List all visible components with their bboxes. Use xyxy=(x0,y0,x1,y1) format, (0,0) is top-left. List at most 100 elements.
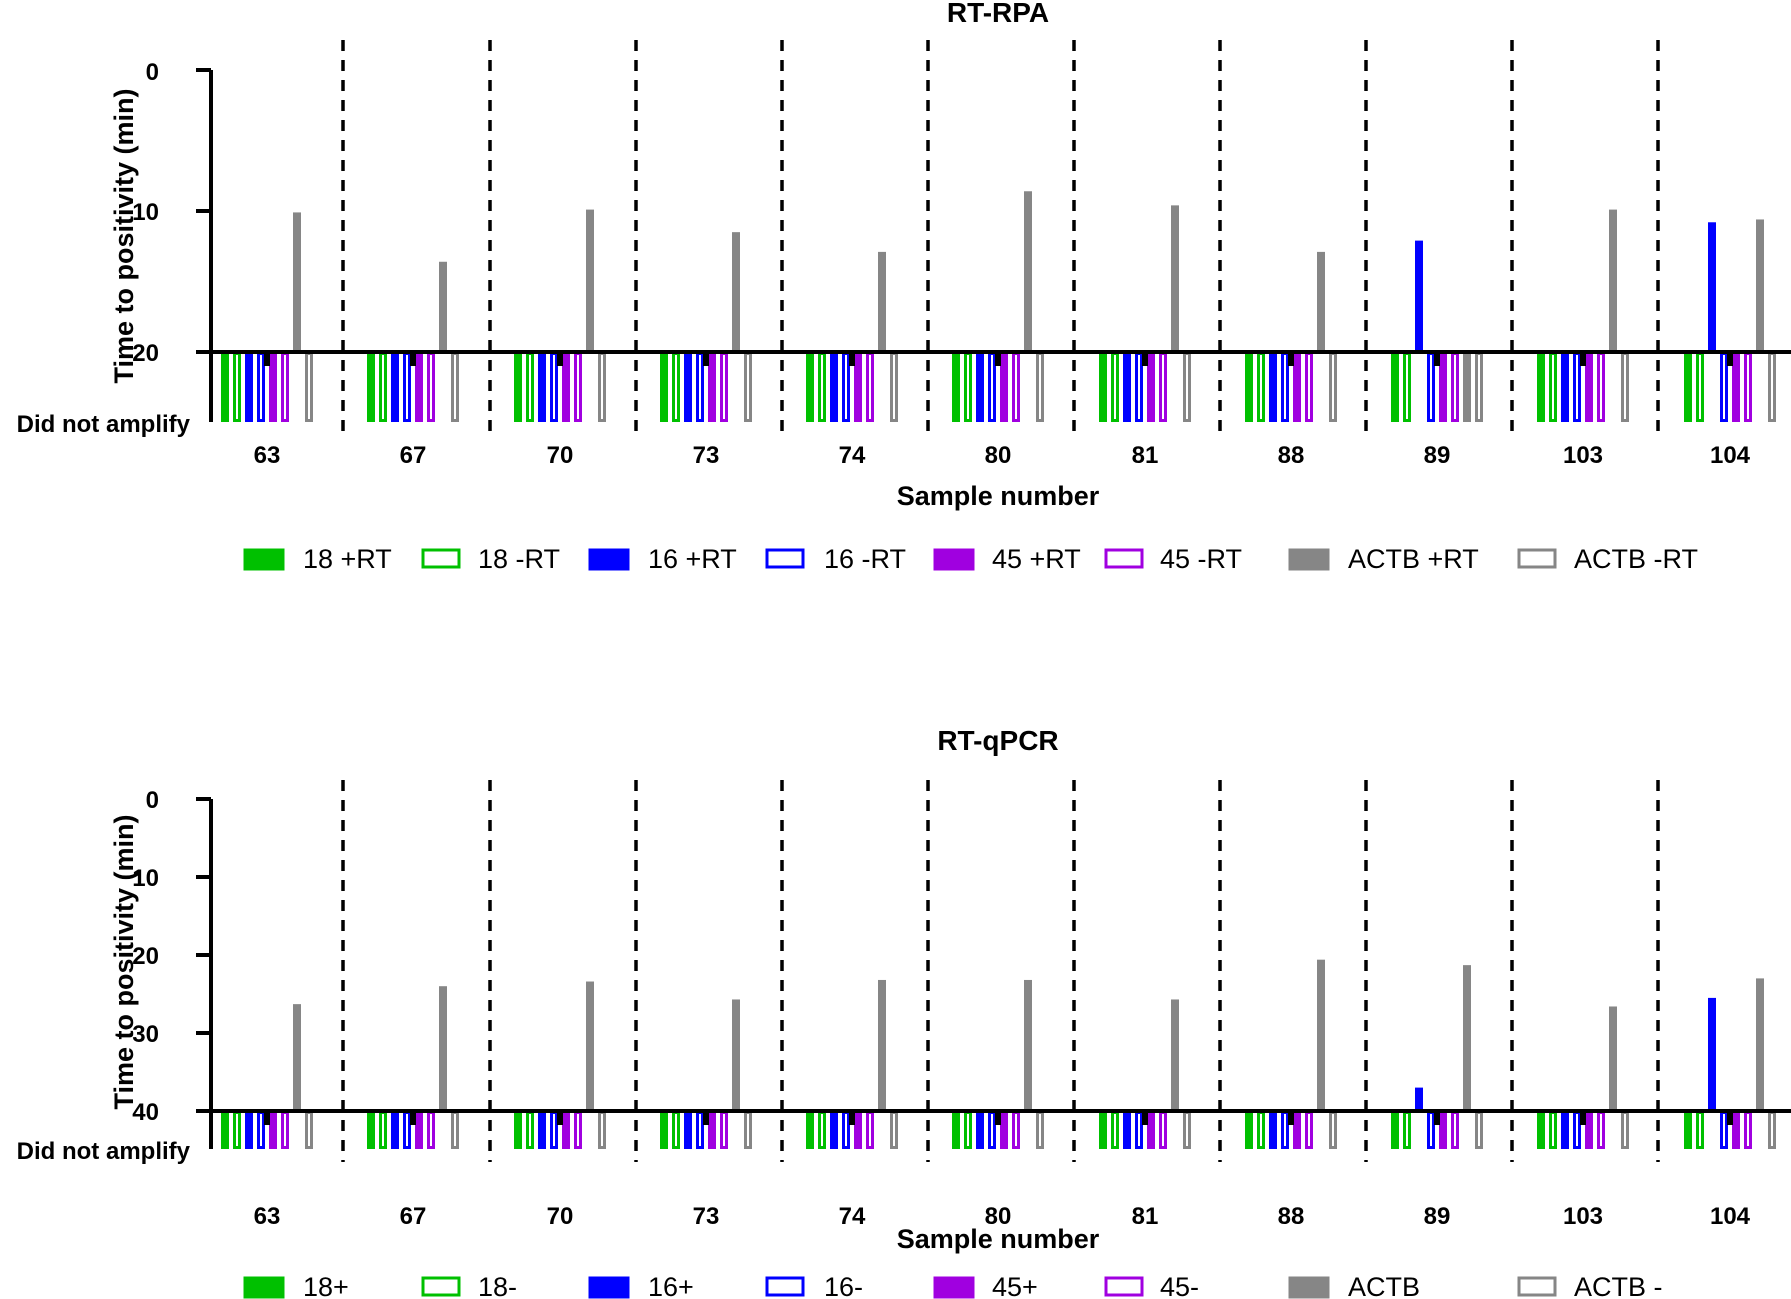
bar-rpa-73-s6 xyxy=(732,232,740,352)
bar-did-not-amplify-rpa-80-s5 xyxy=(1012,352,1020,422)
bar-did-not-amplify-qpcr-88-s5 xyxy=(1305,1111,1313,1149)
bar-did-not-amplify-qpcr-63-s2 xyxy=(245,1111,253,1149)
bar-did-not-amplify-rpa-67-s2 xyxy=(391,352,399,422)
bar-did-not-amplify-qpcr-67-s0 xyxy=(367,1111,375,1149)
legend-swatch-45-minus xyxy=(1104,1276,1144,1297)
bar-did-not-amplify-rpa-63-s1 xyxy=(233,352,241,422)
bar-did-not-amplify-rpa-63-s0 xyxy=(221,352,229,422)
bar-rpa-74-s6 xyxy=(878,251,886,352)
bar-did-not-amplify-rpa-88-s7 xyxy=(1329,352,1337,422)
bar-did-not-amplify-qpcr-88-s2 xyxy=(1269,1111,1277,1149)
bar-did-not-amplify-qpcr-74-s5 xyxy=(866,1111,874,1149)
bar-did-not-amplify-qpcr-80-s3 xyxy=(988,1111,996,1149)
bar-did-not-amplify-qpcr-81-s7 xyxy=(1183,1111,1191,1149)
legend-swatch-18-minus-rt xyxy=(421,548,461,569)
bar-did-not-amplify-rpa-103-s4 xyxy=(1585,352,1593,422)
bar-did-not-amplify-rpa-63-s2 xyxy=(245,352,253,422)
bar-did-not-amplify-rpa-67-s7 xyxy=(451,352,459,422)
bar-did-not-amplify-rpa-80-s0 xyxy=(952,352,960,422)
bar-qpcr-103-s6 xyxy=(1609,1006,1617,1111)
bar-did-not-amplify-qpcr-67-s5 xyxy=(427,1111,435,1149)
x-tick-label: 73 xyxy=(693,442,720,469)
bar-did-not-amplify-rpa-80-s4 xyxy=(1000,352,1008,422)
legend-swatch-16-plus-rt xyxy=(588,548,630,571)
center-marker xyxy=(995,352,1001,366)
legend-swatch-45-minus-rt xyxy=(1104,548,1144,569)
bar-did-not-amplify-rpa-80-s2 xyxy=(976,352,984,422)
bar-did-not-amplify-qpcr-104-s0 xyxy=(1684,1111,1692,1149)
y-tick-label: 40 xyxy=(132,1099,159,1126)
bar-did-not-amplify-rpa-74-s3 xyxy=(842,352,850,422)
bar-rpa-104-s2 xyxy=(1708,222,1716,352)
bar-did-not-amplify-rpa-74-s7 xyxy=(890,352,898,422)
legend-label: 16 -RT xyxy=(824,544,906,574)
bar-did-not-amplify-rpa-88-s3 xyxy=(1281,352,1289,422)
bar-did-not-amplify-qpcr-88-s0 xyxy=(1245,1111,1253,1149)
x-tick-label: 80 xyxy=(985,442,1012,469)
bar-did-not-amplify-rpa-73-s0 xyxy=(660,352,668,422)
legend-swatch-45-plus-rt xyxy=(933,548,975,571)
x-tick-label: 104 xyxy=(1710,442,1751,469)
bar-did-not-amplify-rpa-89-s1 xyxy=(1403,352,1411,422)
legend-label: ACTB xyxy=(1348,1272,1420,1299)
bar-did-not-amplify-qpcr-81-s2 xyxy=(1123,1111,1131,1149)
legend-label: 16 +RT xyxy=(648,544,737,574)
bar-did-not-amplify-rpa-104-s3 xyxy=(1720,352,1728,422)
center-marker xyxy=(410,1111,416,1125)
y-tick-label: 0 xyxy=(146,59,159,86)
x-axis-label-rt-qpcr: Sample number xyxy=(897,1224,1100,1254)
x-tick-label: 103 xyxy=(1563,442,1603,469)
bar-did-not-amplify-qpcr-104-s1 xyxy=(1696,1111,1704,1149)
bar-rpa-88-s6 xyxy=(1317,251,1325,352)
legend-label: 16+ xyxy=(648,1272,694,1299)
x-tick-label: 67 xyxy=(400,442,427,469)
bar-did-not-amplify-qpcr-74-s3 xyxy=(842,1111,850,1149)
x-tick-label: 81 xyxy=(1132,1203,1159,1230)
center-marker xyxy=(703,1111,709,1125)
center-marker xyxy=(1142,352,1148,366)
bar-did-not-amplify-qpcr-103-s2 xyxy=(1561,1111,1569,1149)
x-tick-label: 63 xyxy=(254,1203,281,1230)
bar-did-not-amplify-rpa-74-s0 xyxy=(806,352,814,422)
bar-did-not-amplify-rpa-67-s5 xyxy=(427,352,435,422)
bar-did-not-amplify-rpa-74-s5 xyxy=(866,352,874,422)
legend-label: 45 +RT xyxy=(992,544,1081,574)
bar-did-not-amplify-rpa-103-s3 xyxy=(1573,352,1581,422)
bar-did-not-amplify-rpa-63-s3 xyxy=(257,352,265,422)
bar-did-not-amplify-qpcr-89-s4 xyxy=(1439,1111,1447,1149)
legend-swatch-16-minus xyxy=(765,1276,805,1297)
bar-did-not-amplify-rpa-103-s0 xyxy=(1537,352,1545,422)
center-marker xyxy=(995,1111,1001,1125)
legend-swatch-16-plus xyxy=(588,1276,630,1299)
y-tick-label: 0 xyxy=(146,787,159,814)
bar-did-not-amplify-qpcr-103-s5 xyxy=(1597,1111,1605,1149)
bar-did-not-amplify-rpa-70-s2 xyxy=(538,352,546,422)
x-tick-labels-rt-qpcr: 63 67 70 73 74 80 81 88 89 103 104 xyxy=(254,1203,1751,1230)
legend-swatch-actb-minus xyxy=(1517,1276,1557,1297)
bar-did-not-amplify-qpcr-70-s5 xyxy=(574,1111,582,1149)
bar-did-not-amplify-rpa-104-s1 xyxy=(1696,352,1704,422)
y-axis-label-rt-qpcr: Time to positivity (min) xyxy=(109,814,139,1109)
y-tick-label: 10 xyxy=(132,865,159,892)
bar-did-not-amplify-qpcr-73-s7 xyxy=(744,1111,752,1149)
bar-did-not-amplify-qpcr-81-s1 xyxy=(1111,1111,1119,1149)
center-marker xyxy=(557,1111,563,1125)
bar-did-not-amplify-rpa-70-s3 xyxy=(550,352,558,422)
did-not-amplify-label-rt-rpa: Did not amplify xyxy=(17,411,191,438)
bar-rpa-89-s2 xyxy=(1415,240,1423,352)
x-tick-labels-rt-rpa: 63 67 70 73 74 80 81 88 89 103 104 xyxy=(254,442,1751,469)
bar-qpcr-88-s6 xyxy=(1317,959,1325,1111)
bar-did-not-amplify-qpcr-89-s7 xyxy=(1475,1111,1483,1149)
bar-did-not-amplify-qpcr-103-s1 xyxy=(1549,1111,1557,1149)
bar-did-not-amplify-qpcr-103-s7 xyxy=(1621,1111,1629,1149)
bar-did-not-amplify-rpa-103-s5 xyxy=(1597,352,1605,422)
bar-did-not-amplify-rpa-104-s4 xyxy=(1732,352,1740,422)
chart-title-rt-qpcr: RT-qPCR xyxy=(937,725,1058,756)
bar-did-not-amplify-rpa-89-s0 xyxy=(1391,352,1399,422)
bar-did-not-amplify-rpa-70-s5 xyxy=(574,352,582,422)
center-marker xyxy=(410,352,416,366)
bar-did-not-amplify-qpcr-80-s0 xyxy=(952,1111,960,1149)
bar-rpa-103-s6 xyxy=(1609,209,1617,352)
bar-did-not-amplify-rpa-88-s1 xyxy=(1257,352,1265,422)
